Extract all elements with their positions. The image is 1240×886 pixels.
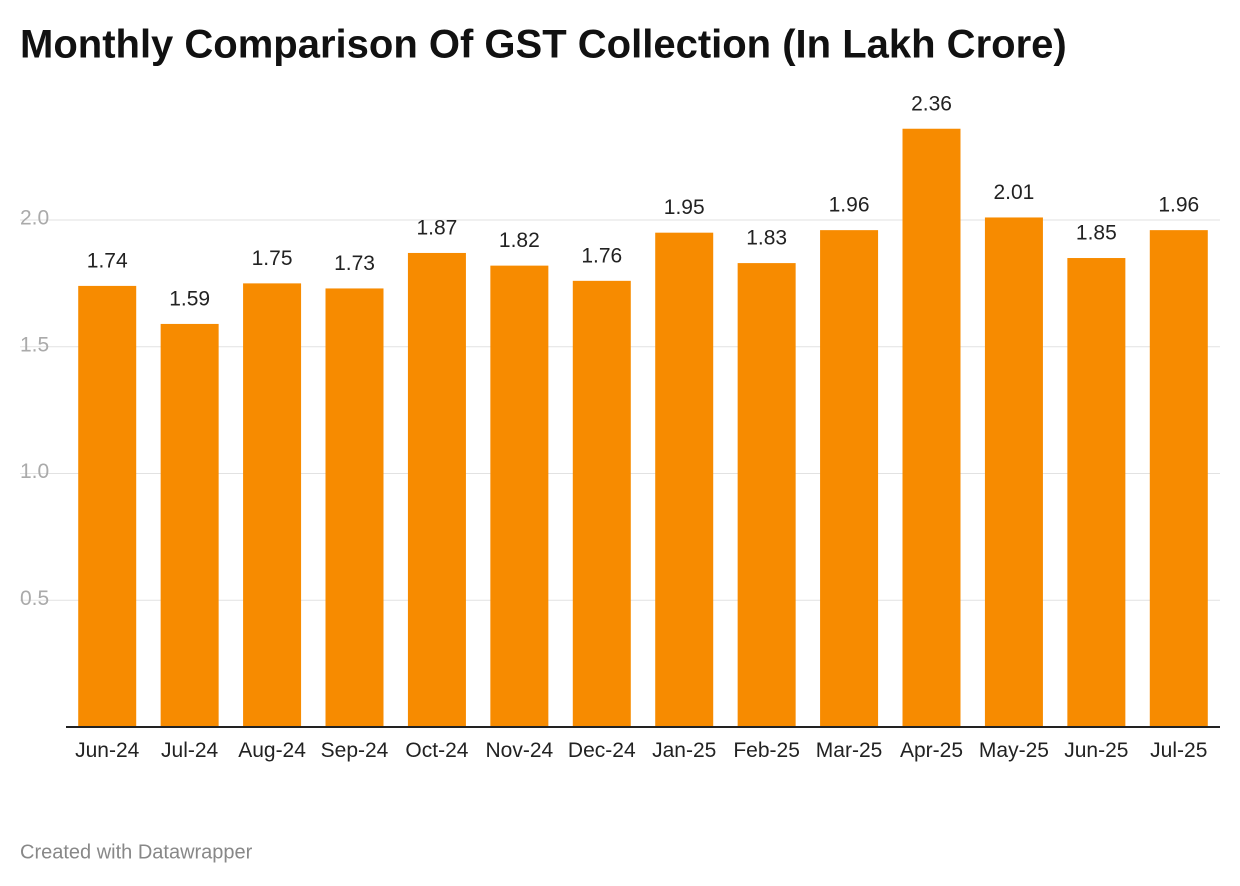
x-tick-label: Oct-24 bbox=[405, 739, 469, 762]
bar bbox=[902, 128, 961, 728]
value-label: 1.85 bbox=[1076, 222, 1117, 245]
value-label: 1.82 bbox=[499, 229, 540, 252]
x-tick-label: Jul-24 bbox=[161, 739, 219, 762]
value-label: 1.59 bbox=[169, 287, 210, 310]
bar bbox=[655, 232, 714, 728]
y-tick-label: 0.5 bbox=[20, 587, 49, 610]
bar bbox=[572, 280, 631, 727]
bar bbox=[407, 252, 466, 727]
bar bbox=[78, 285, 137, 727]
x-tick-label: Dec-24 bbox=[567, 739, 636, 762]
x-tick-label: May-25 bbox=[978, 739, 1049, 762]
bar bbox=[325, 288, 384, 727]
bar bbox=[820, 230, 879, 727]
value-label: 1.96 bbox=[829, 194, 870, 217]
bar bbox=[737, 263, 796, 727]
bar bbox=[490, 265, 549, 727]
value-label: 1.96 bbox=[1158, 194, 1199, 217]
bar bbox=[243, 283, 302, 727]
y-tick-label: 1.0 bbox=[20, 460, 49, 483]
value-label: 1.75 bbox=[252, 247, 293, 270]
x-tick-label: Jul-25 bbox=[1150, 739, 1208, 762]
x-tick-label: Feb-25 bbox=[733, 739, 800, 762]
bar bbox=[1149, 230, 1208, 727]
footer: Created with Datawrapper bbox=[20, 841, 253, 863]
value-label: 2.01 bbox=[993, 181, 1034, 204]
value-label: 1.95 bbox=[664, 196, 705, 219]
value-label: 1.73 bbox=[334, 252, 375, 275]
x-tick-label: Jan-25 bbox=[652, 739, 717, 762]
value-label: 1.87 bbox=[416, 217, 457, 240]
value-label: 1.76 bbox=[581, 244, 622, 267]
bar bbox=[984, 217, 1043, 727]
x-tick-label: Jun-25 bbox=[1064, 739, 1129, 762]
x-tick-label: Apr-25 bbox=[899, 739, 964, 762]
value-label: 1.83 bbox=[746, 227, 787, 250]
value-label: 1.74 bbox=[87, 249, 128, 272]
x-tick-label: Mar-25 bbox=[815, 739, 883, 762]
y-tick-label: 1.5 bbox=[20, 333, 49, 356]
chart-title: Monthly Comparison Of GST Collection (In… bbox=[20, 23, 1067, 67]
bar bbox=[160, 323, 219, 727]
x-tick-label: Jun-24 bbox=[75, 739, 140, 762]
value-label: 2.36 bbox=[911, 92, 952, 115]
x-tick-label: Sep-24 bbox=[320, 739, 389, 762]
bar bbox=[1067, 258, 1126, 727]
x-tick-label: Nov-24 bbox=[485, 739, 554, 762]
y-tick-label: 2.0 bbox=[20, 207, 49, 230]
x-tick-label: Aug-24 bbox=[238, 739, 306, 762]
